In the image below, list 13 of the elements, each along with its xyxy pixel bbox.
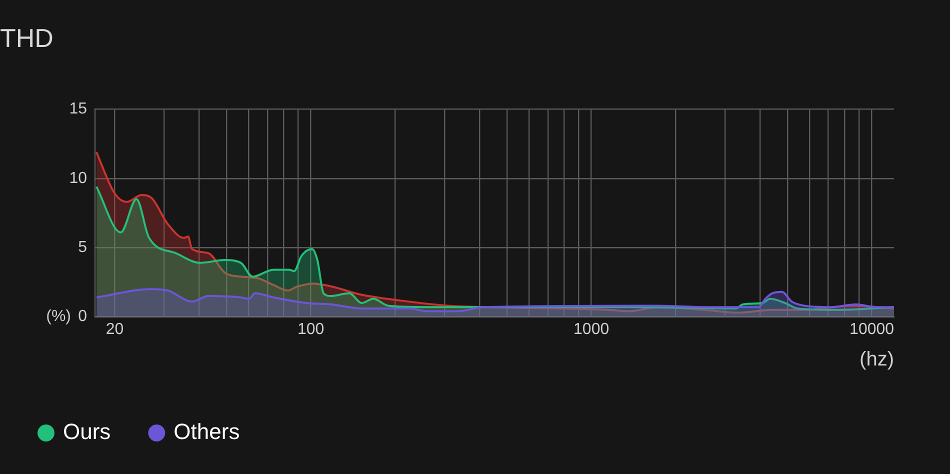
chart-title: THD	[0, 22, 54, 53]
x-tick-label: 20	[106, 320, 124, 338]
y-axis-title: (%)	[46, 308, 71, 326]
legend-label: Ours	[63, 419, 111, 444]
x-axis-title: (hz)	[860, 348, 894, 371]
y-tick-label: 5	[78, 239, 88, 256]
legend-label: Others	[174, 419, 240, 444]
x-tick-label: 1000	[574, 320, 610, 338]
y-tick-label: 0	[78, 308, 88, 326]
x-tick-label: 100	[297, 320, 324, 338]
x-tick-label: 10000	[850, 320, 894, 338]
y-tick-label: 15	[69, 100, 88, 118]
y-tick-label: 10	[69, 170, 88, 187]
